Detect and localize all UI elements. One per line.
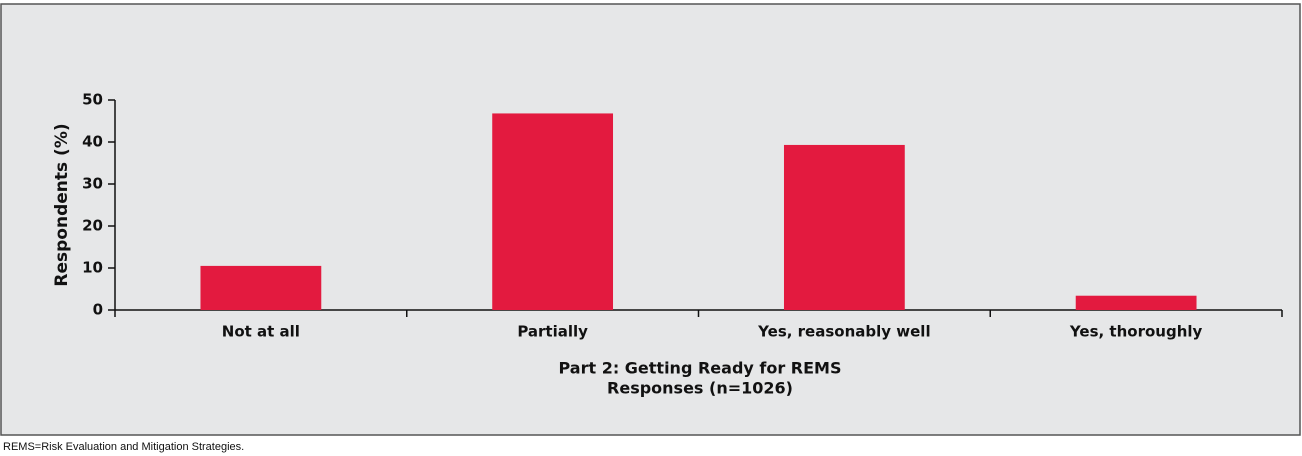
- panel: [0, 3, 1301, 436]
- y-tick-label: 10: [82, 259, 103, 277]
- y-tick-label: 0: [93, 301, 103, 319]
- x-tick-label: Yes, thoroughly: [1069, 323, 1203, 341]
- bar: [783, 144, 905, 310]
- x-tick-label: Yes, reasonably well: [757, 323, 930, 341]
- bar: [1075, 295, 1197, 310]
- y-tick-label: 20: [82, 217, 103, 235]
- y-tick-label: 30: [82, 175, 103, 193]
- x-tick-label: Not at all: [222, 323, 300, 341]
- bar: [492, 113, 614, 310]
- bar: [200, 265, 322, 310]
- y-tick-label: 50: [82, 91, 103, 109]
- x-axis-title: Responses (n=1026): [607, 379, 793, 398]
- x-axis-title: Part 2: Getting Ready for REMS: [558, 359, 841, 378]
- footnote: REMS=Risk Evaluation and Mitigation Stra…: [3, 441, 244, 453]
- y-tick-label: 40: [82, 133, 103, 151]
- x-tick-label: Partially: [517, 323, 588, 341]
- y-axis-title: Respondents (%): [52, 123, 72, 286]
